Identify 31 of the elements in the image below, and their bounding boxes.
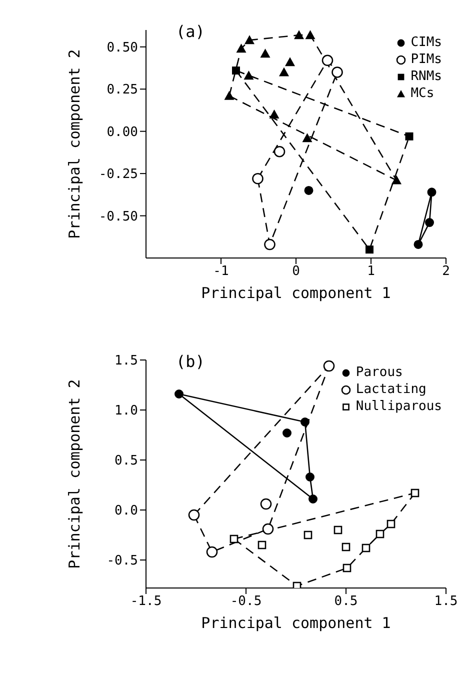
x-tick-label: -1 [213, 264, 229, 280]
legend-label: Lactating [356, 381, 426, 398]
y-tick-label: 0.5 [114, 454, 138, 469]
chart-title: (b) [176, 352, 205, 371]
y-tick-label: 1.5 [114, 354, 138, 369]
y-tick-label: -0.25 [98, 167, 138, 182]
legend-label: CIMs [410, 34, 442, 51]
y-tick-label: -0.5 [106, 554, 138, 569]
y-tick-label: 0.0 [114, 504, 138, 519]
x-tick-label: -0.5 [230, 594, 262, 610]
y-tick-label: 1.0 [114, 404, 138, 419]
legend-label: Nulliparous [356, 398, 442, 415]
y-tick-label: 0.25 [106, 82, 138, 98]
x-tick-label: 1 [367, 264, 375, 280]
chart-title: (a) [176, 22, 205, 41]
x-axis-title: Principal component 1 [201, 284, 391, 302]
y-axis-title: Principal component 2 [65, 379, 84, 569]
x-tick-label: 0.5 [334, 594, 358, 610]
x-tick-label: 2 [442, 264, 450, 280]
legend-label: Parous [356, 364, 403, 381]
legend-label: PIMs [410, 51, 442, 68]
x-tick-label: -1.5 [130, 594, 162, 610]
x-tick-label: 1.5 [434, 594, 458, 610]
x-tick-label: 0 [292, 264, 300, 280]
legend-label: RNMs [410, 68, 442, 85]
y-tick-label: -0.50 [98, 209, 138, 224]
y-axis-title: Principal component 2 [65, 49, 84, 239]
x-axis-title: Principal component 1 [201, 614, 391, 632]
y-tick-label: 0.50 [106, 40, 138, 56]
y-tick-label: 0.00 [106, 124, 138, 140]
legend-label: MCs [410, 85, 434, 102]
